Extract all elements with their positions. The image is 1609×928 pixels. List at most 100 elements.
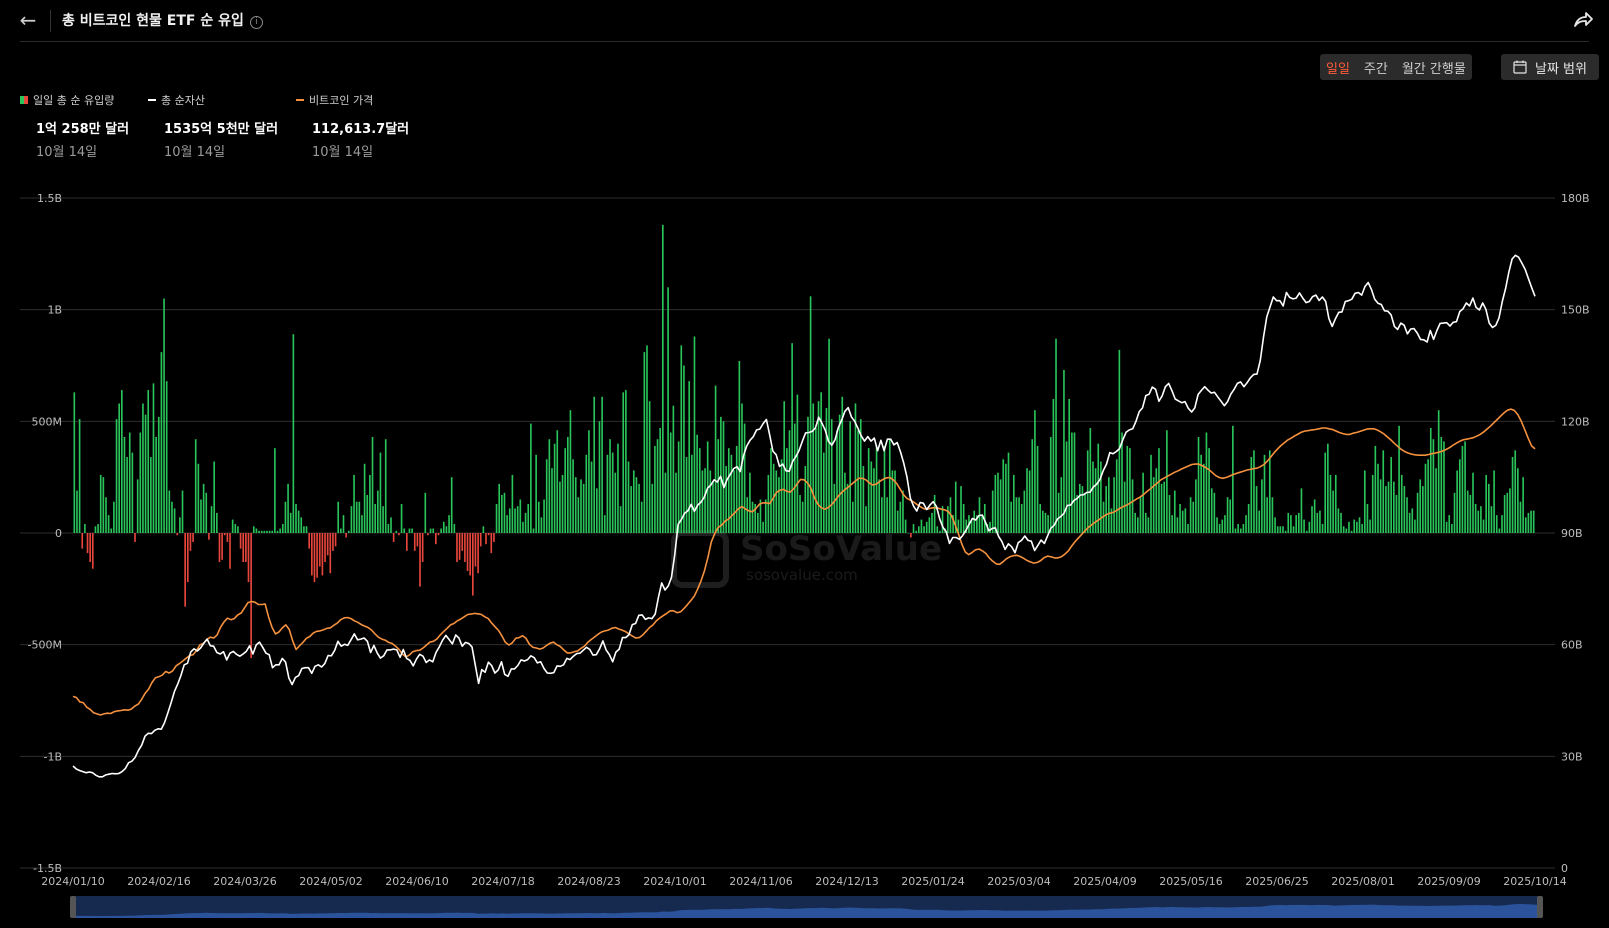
flow-bar xyxy=(999,479,1002,533)
legend-inflow-value: 1억 258만 달러 xyxy=(36,122,130,137)
flow-bar xyxy=(337,501,340,533)
share-icon[interactable] xyxy=(1571,8,1595,32)
right-axis-tick: 180B xyxy=(1561,192,1590,205)
flow-bar xyxy=(527,503,530,533)
flow-bar xyxy=(89,533,91,563)
flow-bar xyxy=(735,445,738,533)
flow-bar xyxy=(1200,454,1202,533)
flow-bar xyxy=(698,448,701,533)
flow-bar xyxy=(659,428,661,533)
flow-bar xyxy=(395,530,398,533)
flow-bar xyxy=(1408,512,1411,533)
flow-bar xyxy=(514,508,516,533)
info-icon[interactable]: i xyxy=(249,16,263,29)
watermark-logo xyxy=(671,530,729,588)
flow-bar xyxy=(780,459,783,533)
flow-bar xyxy=(121,390,123,533)
flow-bar xyxy=(1321,524,1324,533)
x-axis-tick: 2025/01/24 xyxy=(901,875,964,888)
flow-bar xyxy=(862,466,865,533)
flow-bar xyxy=(1432,439,1435,533)
flow-bar xyxy=(566,436,569,533)
flow-bar xyxy=(274,448,276,533)
flow-bar xyxy=(1247,503,1250,533)
flow-bar xyxy=(152,383,155,533)
flow-bar xyxy=(524,512,527,533)
flow-bar xyxy=(1485,474,1487,533)
flow-bar xyxy=(1445,521,1448,533)
flow-bar xyxy=(1422,486,1424,533)
flow-bar xyxy=(213,461,216,533)
interval-weekly[interactable]: 주간 xyxy=(1363,61,1388,77)
flow-bar xyxy=(458,533,461,560)
flow-bar xyxy=(250,533,252,659)
flow-bar xyxy=(630,486,632,533)
flow-bar xyxy=(680,345,683,533)
flow-bar xyxy=(495,503,498,533)
navigator-handle-left[interactable] xyxy=(70,896,76,918)
flow-bar xyxy=(1403,486,1406,533)
flow-bar xyxy=(899,501,902,533)
flow-bar xyxy=(1039,503,1042,533)
flow-bar xyxy=(1208,448,1210,533)
flow-bar xyxy=(1366,503,1369,533)
flow-bar xyxy=(479,533,482,547)
legend-inflow[interactable]: 일일 총 순 유입량 1억 258만 달러 10월 14일 xyxy=(20,92,129,160)
flow-bar xyxy=(696,434,698,533)
flow-bar xyxy=(854,403,857,533)
watermark-text: SoSoValue xyxy=(740,529,942,569)
flow-bar xyxy=(150,457,152,533)
arrow-left-icon[interactable]: ← xyxy=(19,8,37,32)
flow-bar xyxy=(1406,497,1408,533)
flow-bar xyxy=(799,495,801,533)
flow-bar xyxy=(746,497,749,533)
flow-bar xyxy=(757,512,759,533)
flow-bar xyxy=(369,474,371,533)
flow-bar xyxy=(84,524,86,533)
flow-bar xyxy=(1477,510,1480,533)
date-range-button[interactable]: 날짜 범위 xyxy=(1501,54,1599,80)
flow-bar xyxy=(989,521,991,533)
flow-bar xyxy=(1060,477,1063,533)
legend-btc-price[interactable]: 비트코인 가격 112,613.7달러 10월 14일 xyxy=(296,92,409,160)
flow-bar xyxy=(131,452,134,533)
flow-bar xyxy=(205,492,208,533)
legend-btc-price-date: 10월 14일 xyxy=(312,145,374,160)
flow-bar xyxy=(1076,495,1078,533)
navigator-handle-right[interactable] xyxy=(1537,896,1543,918)
flow-bar xyxy=(1358,517,1361,533)
flow-bar xyxy=(852,501,854,533)
flow-bar xyxy=(421,533,424,563)
calendar-icon xyxy=(1513,60,1527,74)
flow-bar xyxy=(1226,497,1229,533)
flow-bar xyxy=(432,528,435,533)
interval-monthly[interactable]: 월간 간행물 xyxy=(1401,61,1466,77)
flow-bar xyxy=(865,506,867,533)
flow-bar xyxy=(815,428,817,533)
flow-bar xyxy=(427,533,429,536)
flow-bar xyxy=(284,501,287,533)
legend-net-assets[interactable]: 총 순자산 1535억 5천만 달러 10월 14일 xyxy=(148,92,278,160)
flow-bar xyxy=(1115,459,1118,533)
flow-bar xyxy=(200,499,202,533)
flow-bar xyxy=(654,445,656,533)
flow-bar xyxy=(416,533,419,547)
flow-bar xyxy=(1261,479,1263,533)
flow-bar xyxy=(1010,501,1012,533)
flow-bar xyxy=(1100,461,1102,533)
flow-bar xyxy=(1472,472,1474,533)
flow-bar xyxy=(833,483,836,533)
flow-bar xyxy=(97,524,99,533)
flow-bar xyxy=(1498,528,1501,533)
flow-bar xyxy=(1137,517,1139,533)
flow-bar xyxy=(186,533,189,583)
flow-bar xyxy=(915,530,917,533)
flow-bar xyxy=(387,524,390,533)
interval-daily[interactable]: 일일 xyxy=(1326,61,1350,77)
flow-bar xyxy=(324,533,326,563)
flow-bar xyxy=(677,441,680,533)
flow-bar xyxy=(268,530,271,533)
flow-bar xyxy=(208,533,210,540)
flow-bar xyxy=(1229,499,1232,533)
